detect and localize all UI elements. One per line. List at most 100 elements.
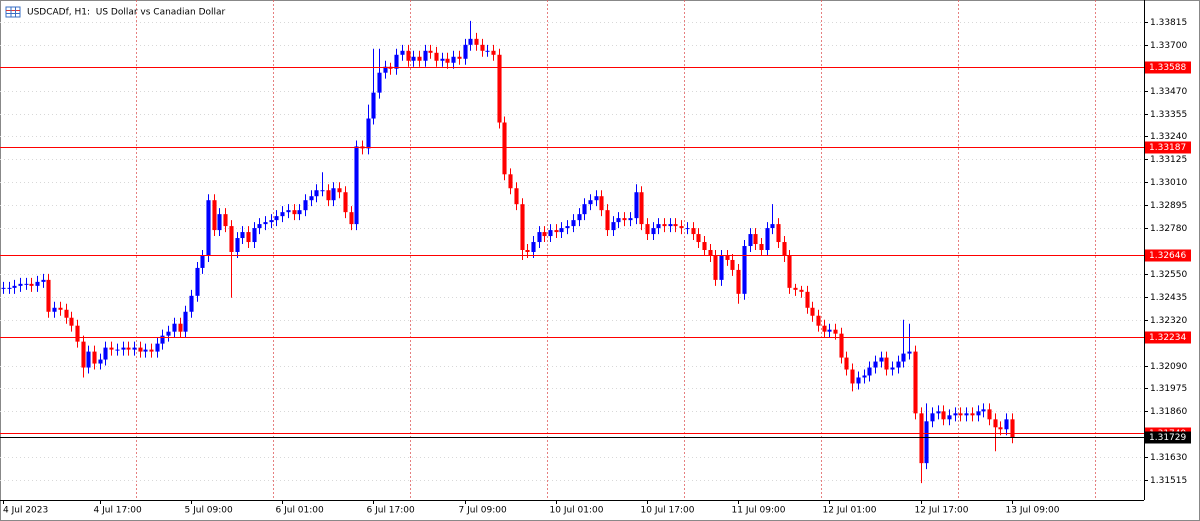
candle-body (349, 212, 354, 225)
y-tick-label: 1.33700 (1150, 41, 1187, 51)
candle-body (542, 232, 547, 237)
candle-body (668, 224, 673, 227)
candle-body (263, 222, 268, 225)
candle-body (468, 38, 473, 45)
candle-body (423, 50, 428, 61)
candle-body (183, 311, 188, 332)
candle-body (525, 250, 530, 252)
candle-body (377, 72, 382, 93)
candle-body (337, 188, 342, 193)
candle-body (178, 323, 183, 332)
candle-body (719, 255, 724, 280)
candle-body (896, 361, 901, 368)
candle-body (930, 413, 935, 422)
candle-body (132, 347, 137, 350)
candle-body (867, 367, 872, 376)
candle-body (662, 224, 667, 227)
candle-body (394, 54, 399, 69)
candle-body (742, 246, 747, 294)
candle-body (901, 353, 906, 362)
candle-body (611, 222, 616, 231)
candle-body (890, 367, 895, 370)
candle-body (651, 228, 656, 235)
level-label: 1.33187 (1149, 143, 1186, 153)
candle-body (143, 349, 148, 352)
candle-body (1004, 419, 1009, 430)
candle-body (138, 347, 143, 352)
candle-body (383, 66, 388, 73)
candle-body (907, 351, 912, 354)
candle-body (463, 44, 468, 59)
candle-body (548, 230, 553, 237)
candle-body (440, 58, 445, 61)
candle-body (252, 228, 257, 243)
candle-body (884, 357, 889, 370)
x-tick-label: 5 Jul 09:00 (185, 506, 234, 516)
y-tick-label: 1.33355 (1150, 110, 1187, 120)
candle-body (599, 196, 604, 211)
candle-body (765, 228, 770, 250)
candle-body (776, 224, 781, 243)
candle-body (400, 50, 405, 55)
candle-body (92, 351, 97, 364)
candle-body (166, 331, 171, 336)
candle-body (314, 190, 319, 197)
candle-body (64, 309, 69, 318)
x-tick-label: 10 Jul 01:00 (550, 506, 604, 516)
candle-body (531, 242, 536, 252)
candle-body (331, 188, 336, 201)
candle-body (856, 377, 861, 384)
candle-body (691, 228, 696, 235)
candle-body (873, 361, 878, 368)
candle-body (879, 357, 884, 362)
overlays (0, 67, 1144, 438)
symbol-icon (5, 6, 21, 18)
candle-body (537, 232, 542, 243)
x-tick-label: 7 Jul 09:00 (459, 506, 508, 516)
y-tick-label: 1.33010 (1150, 178, 1187, 188)
y-tick-label: 1.32435 (1150, 293, 1187, 303)
candle-body (172, 323, 177, 332)
candle-body (554, 230, 559, 233)
candle-body (913, 351, 918, 414)
y-tick-label: 1.32090 (1150, 362, 1187, 372)
candle-body (725, 255, 730, 260)
candle-body (406, 50, 411, 61)
x-tick-label: 10 Jul 17:00 (641, 506, 695, 516)
y-tick-label: 1.33470 (1150, 87, 1187, 97)
x-tick-label: 12 Jul 17:00 (915, 506, 969, 516)
candle-body (274, 216, 279, 221)
candle-body (634, 192, 639, 219)
candle-body (109, 347, 114, 350)
candle-body (833, 329, 838, 334)
candle-body (474, 38, 479, 45)
level-label-box (1145, 249, 1191, 262)
candle-body (816, 315, 821, 326)
y-tick-label: 1.33240 (1150, 132, 1187, 142)
candle-body (189, 295, 194, 312)
candle-body (41, 279, 46, 282)
candle-body (571, 220, 576, 227)
candle-body (639, 192, 644, 225)
candle-body (514, 188, 519, 205)
candle-body (149, 349, 154, 352)
x-tick-label: 4 Jul 17:00 (94, 506, 143, 516)
y-tick-label: 1.31975 (1150, 384, 1187, 394)
candle-body (981, 409, 986, 412)
level-label-box (1145, 61, 1191, 74)
candle-body (303, 200, 308, 211)
candle-body (941, 411, 946, 420)
candle-body (24, 283, 29, 285)
candle-body (582, 204, 587, 215)
candle-body (103, 347, 108, 360)
candle-body (52, 307, 57, 312)
candle-body (970, 413, 975, 416)
candle-body (679, 226, 684, 229)
level-label: 1.33588 (1149, 63, 1186, 73)
candle-body (309, 196, 314, 201)
candle-body (844, 357, 849, 370)
candle-body (958, 413, 963, 416)
candle-body (753, 234, 758, 245)
candle-body (98, 359, 103, 364)
